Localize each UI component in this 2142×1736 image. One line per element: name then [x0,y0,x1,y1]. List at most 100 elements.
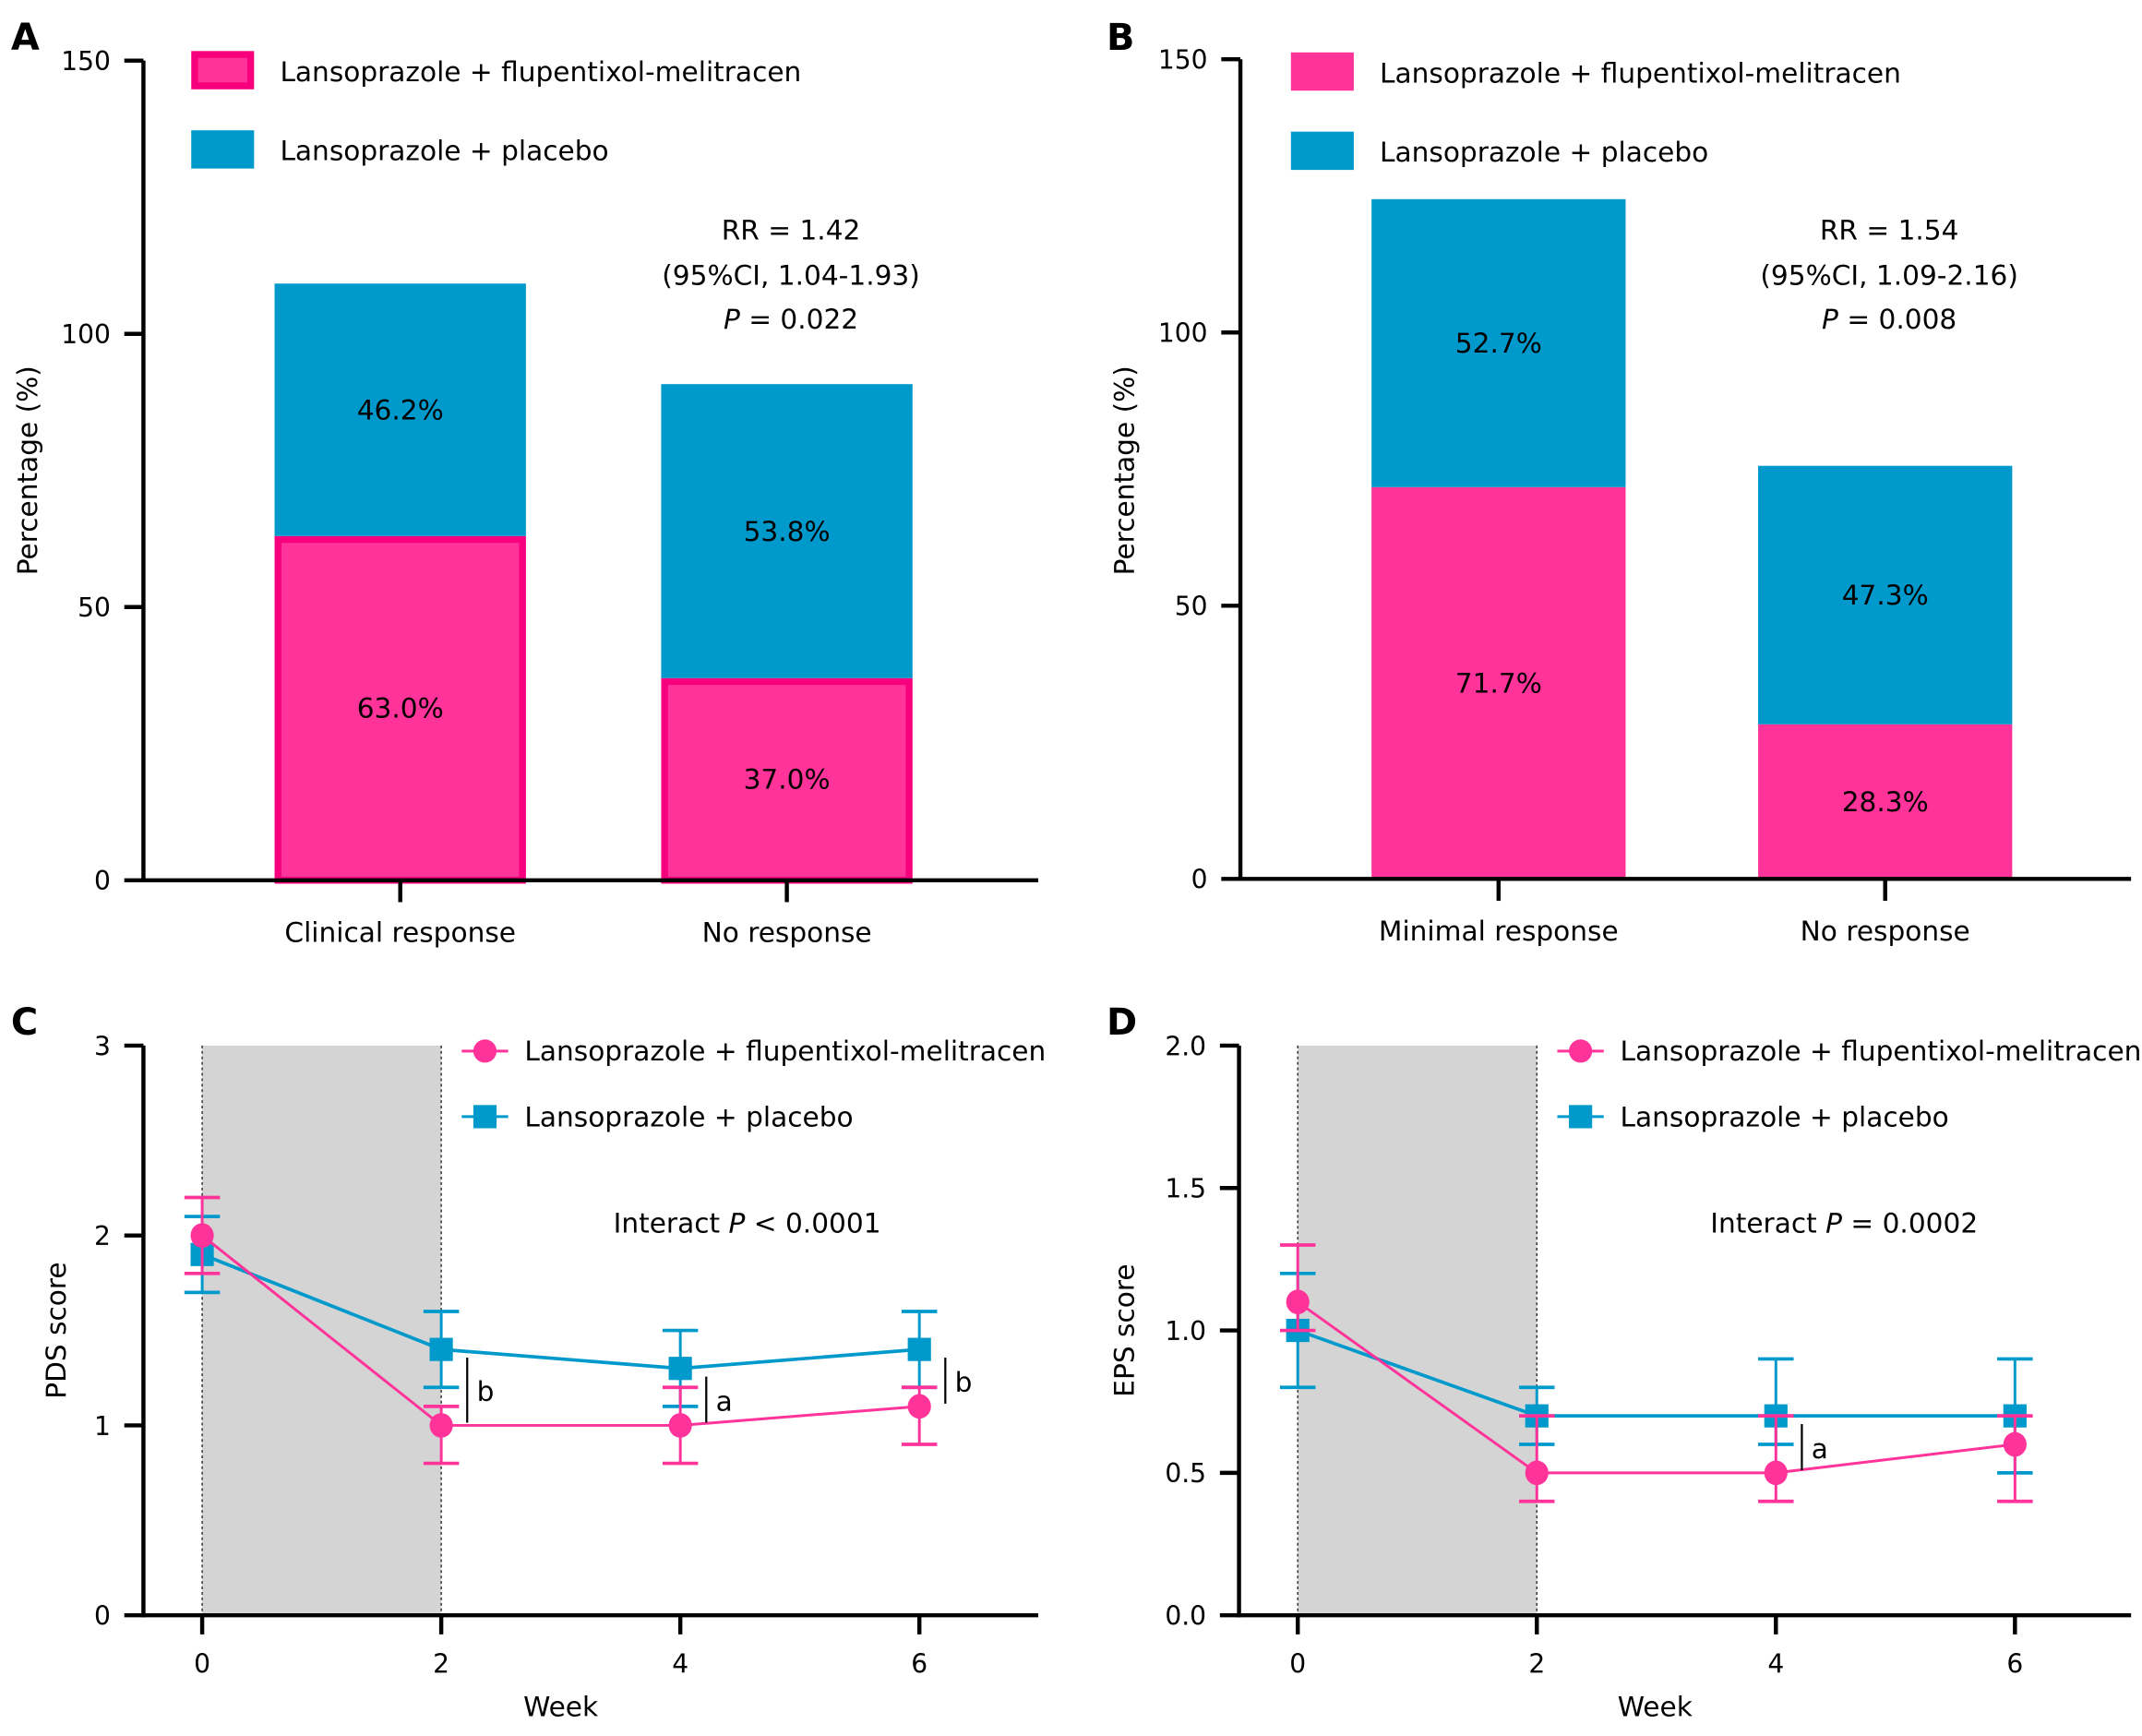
legend-label: Lansoprazole + placebo [1621,1101,1949,1132]
x-tick-label: 2 [433,1648,449,1679]
legend-label: Lansoprazole + flupentixol-melitracen [1380,57,1901,89]
y-tick-label: 0 [1191,865,1208,895]
y-tick-label: 100 [1158,318,1208,349]
series-line [201,1234,920,1427]
data-point-circle [907,1394,931,1419]
x-axis-label: Week [1618,1692,1693,1723]
bar-segment [1371,198,1626,487]
rr-annotation: P = 0.022 [724,304,858,335]
rr-annotation: P = 0.008 [1822,304,1957,335]
x-tick-label: No response [702,916,872,948]
panel-label: B [1107,17,1134,59]
data-point-square [907,1337,931,1361]
interaction-annotation: Interact P < 0.0001 [614,1208,881,1239]
panel-a: A 63.0% 46.2% Clinical response 37.0% 53.8% No… [11,17,1038,948]
legend-label: Lansoprazole + flupentixol-melitracen [524,1036,1046,1067]
panel-b: B 71.7% 52.7% Minimal response 28.3% 47.3% No … [1107,17,2132,947]
series-line [201,1252,920,1371]
x-axis-label: Week [523,1692,599,1723]
significance-label: a [716,1385,733,1417]
data-label: 52.7% [1455,328,1542,359]
bar-segment [661,384,913,678]
data-label: 71.7% [1455,667,1542,699]
data-point-circle [1286,1289,1310,1315]
y-tick-label: 2 [94,1221,111,1251]
bar-segment [1758,465,2013,724]
legend-marker-circle [473,1039,497,1063]
panel-c: Cb a b Lansoprazole + flupentixol-melitrace… [11,1001,1046,1723]
data-label: 53.8% [744,516,831,547]
legend-marker-circle [1569,1039,1593,1063]
x-tick-label: 4 [672,1648,688,1679]
data-label: 28.3% [1842,786,1929,818]
data-point-circle [190,1223,214,1249]
y-axis-label: Percentage (%) [1109,365,1141,575]
x-tick-label: 0 [1289,1648,1306,1679]
data-point-circle [1525,1460,1549,1486]
panel-label: A [11,17,40,59]
x-tick-label: No response [1801,916,1970,947]
x-tick-label: 4 [1767,1648,1784,1679]
legend-label: Lansoprazole + placebo [280,136,608,167]
rr-annotation: RR = 1.54 [1820,215,1959,246]
y-tick-label: 2.0 [1165,1031,1206,1061]
rr-annotation: (95%CI, 1.04-1.93) [662,259,920,291]
shaded-region [1298,1045,1538,1616]
y-axis-label: PDS score [41,1262,72,1398]
y-tick-label: 150 [1158,45,1208,76]
x-tick-label: 0 [194,1648,210,1679]
interaction-annotation: Interact P = 0.0002 [1710,1208,1978,1239]
y-tick-label: 1.0 [1165,1316,1206,1347]
x-tick-label: 6 [2006,1648,2023,1679]
data-point-circle [2003,1431,2027,1457]
rr-annotation: RR = 1.42 [722,215,861,246]
panel-d: Da Lansoprazole + flupentixol-melitracen L… [1107,1001,2141,1723]
legend-swatch [1290,52,1354,91]
legend-marker-square [1569,1105,1593,1129]
data-label: 46.2% [357,394,444,425]
y-tick-label: 50 [78,593,111,623]
y-tick-label: 0 [94,866,111,896]
x-tick-label: Clinical response [284,916,516,948]
legend-label: Lansoprazole + placebo [524,1101,853,1132]
y-tick-label: 1 [94,1411,111,1442]
data-point-circle [668,1413,692,1438]
bar-segment [1371,486,1626,880]
panel-label: C [11,1001,38,1044]
legend-marker-square [473,1105,497,1129]
panel-label: D [1107,1001,1137,1044]
y-tick-label: 0 [94,1601,111,1632]
series-line [1297,1328,2016,1418]
rr-annotation: (95%CI, 1.09-2.16) [1760,259,2018,291]
legend-swatch [191,130,255,169]
data-point-circle [1764,1460,1788,1486]
legend-swatch [1290,131,1354,171]
legend-swatch [191,51,255,90]
y-axis-label: Percentage (%) [12,365,43,575]
bar-segment [274,283,526,536]
y-tick-label: 1.5 [1165,1174,1206,1204]
series-line [1297,1300,2016,1475]
legend-label: Lansoprazole + flupentixol-melitracen [280,56,801,88]
y-tick-label: 150 [61,46,111,77]
legend-label: Lansoprazole + placebo [1380,137,1708,168]
data-label: 47.3% [1842,580,1929,611]
y-tick-label: 0.5 [1165,1458,1206,1489]
y-tick-label: 3 [94,1031,111,1061]
data-point-square [429,1337,453,1361]
y-tick-label: 0.0 [1165,1601,1206,1632]
y-tick-label: 100 [61,319,111,350]
x-tick-label: Minimal response [1379,916,1619,947]
y-tick-label: 50 [1175,592,1208,622]
x-tick-label: 2 [1528,1648,1545,1679]
y-axis-label: EPS score [1109,1263,1141,1396]
data-point-circle [429,1413,453,1438]
significance-label: b [477,1376,495,1407]
data-point-square [668,1357,692,1381]
bar-segment [1758,724,2013,880]
data-label: 37.0% [744,764,831,796]
legend-label: Lansoprazole + flupentixol-melitracen [1621,1036,2142,1067]
bar-segment [274,535,526,884]
significance-label: a [1812,1433,1828,1465]
